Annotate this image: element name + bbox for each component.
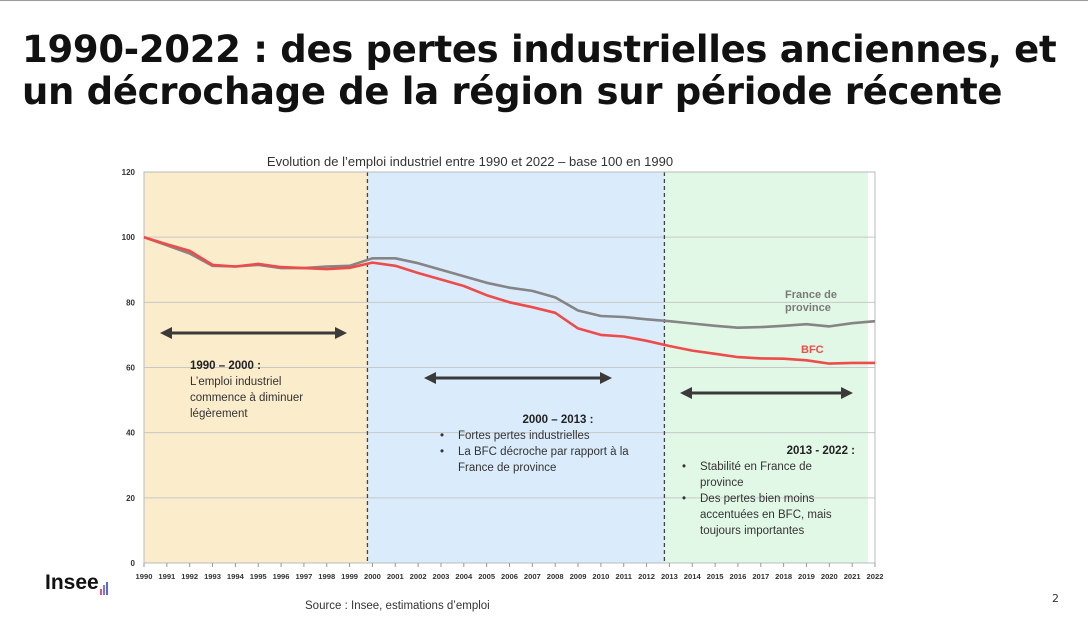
page-number: 2 xyxy=(1052,592,1059,605)
x-tick-label: 2010 xyxy=(592,572,609,581)
x-tick-label: 2001 xyxy=(387,572,405,581)
x-tick-label: 2013 xyxy=(661,572,678,581)
y-tick-label: 0 xyxy=(131,559,136,568)
annotation-1990-2000: 1990 – 2000 : L’emploi industriel commen… xyxy=(190,358,303,422)
annotation-line: L’emploi industriel xyxy=(190,376,282,388)
source-note: Source : Insee, estimations d’emploi xyxy=(305,600,490,612)
series-line-bfc xyxy=(143,235,875,365)
x-tick-label: 1992 xyxy=(181,572,198,581)
x-tick-label: 2005 xyxy=(478,572,496,581)
x-tick-label: 2011 xyxy=(615,572,632,581)
x-tick-label: 1999 xyxy=(341,572,358,581)
x-tick-label: 2002 xyxy=(410,572,427,581)
arrow-head-right xyxy=(841,387,853,399)
annotation-line: commence à diminuer xyxy=(190,392,304,404)
y-tick-label: 20 xyxy=(126,494,135,503)
annotation-heading: 2000 – 2013 : xyxy=(522,414,594,426)
y-tick-label: 40 xyxy=(126,429,135,438)
arrow-head-right xyxy=(335,327,347,339)
x-tick-label: 2014 xyxy=(684,572,702,581)
x-tick-label: 1995 xyxy=(250,572,268,581)
annotation-heading: 1990 – 2000 : xyxy=(190,360,261,372)
x-tick-label: 2019 xyxy=(798,572,815,581)
x-tick-label: 2021 xyxy=(844,572,862,581)
arrow-head-left xyxy=(680,387,692,399)
x-tick-label: 2017 xyxy=(752,572,769,581)
arrow-head-left xyxy=(424,372,436,384)
annotation-line: légèrement xyxy=(190,408,248,420)
slide-title: 1990-2022 : des pertes industrielles anc… xyxy=(22,28,1057,113)
y-tick-label: 60 xyxy=(126,364,135,373)
annotation-2000-2013: 2000 – 2013 : Fortes pertes industrielle… xyxy=(438,412,638,476)
x-tick-label: 2015 xyxy=(707,572,725,581)
x-tick-label: 2003 xyxy=(433,572,450,581)
x-tick-label: 1991 xyxy=(158,572,176,581)
legend-france-province-line1: France de xyxy=(785,289,837,301)
x-tick-label: 2008 xyxy=(547,572,564,581)
title-line-1: 1990-2022 : des pertes industrielles anc… xyxy=(22,28,1057,71)
arrow-head-left xyxy=(160,327,172,339)
annotation-bullet: La BFC décroche par rapport à la France … xyxy=(440,444,638,476)
x-tick-label: 2007 xyxy=(524,572,541,581)
x-tick-label: 2009 xyxy=(570,572,587,581)
title-line-2: un décrochage de la région sur période r… xyxy=(22,70,1003,113)
chart-title: Evolution de l’emploi industriel entre 1… xyxy=(267,154,673,169)
x-tick-label: 1990 xyxy=(136,572,153,581)
x-tick-label: 2020 xyxy=(821,572,838,581)
x-tick-label: 1993 xyxy=(204,572,221,581)
arrow-head-right xyxy=(600,372,612,384)
annotation-bullet: Des pertes bien moins accentuées en BFC,… xyxy=(682,491,855,539)
annotation-2013-2022: 2013 - 2022 : Stabilité en France de pro… xyxy=(680,443,855,539)
annotation-bullet: Fortes pertes industrielles xyxy=(440,428,638,444)
x-tick-label: 2012 xyxy=(638,572,655,581)
legend-france-province-line2: province xyxy=(785,302,831,314)
annotation-bullet: Stabilité en France de province xyxy=(682,459,855,491)
x-tick-label: 1994 xyxy=(227,572,245,581)
x-tick-label: 2022 xyxy=(867,572,884,581)
y-tick-label: 120 xyxy=(122,168,136,177)
annotation-heading: 2013 - 2022 : xyxy=(786,445,855,457)
x-tick-label: 2000 xyxy=(364,572,381,581)
x-tick-label: 2006 xyxy=(501,572,518,581)
logo-text: Insee xyxy=(45,571,99,594)
insee-logo: Insee xyxy=(45,571,109,595)
y-tick-label: 80 xyxy=(126,298,135,307)
x-tick-label: 1997 xyxy=(295,572,312,581)
x-tick-label: 1998 xyxy=(318,572,335,581)
y-tick-label: 100 xyxy=(122,233,136,242)
x-tick-label: 2004 xyxy=(455,572,473,581)
x-tick-label: 1996 xyxy=(273,572,290,581)
x-tick-label: 2016 xyxy=(729,572,746,581)
logo-bars-icon xyxy=(99,571,109,595)
x-tick-label: 2018 xyxy=(775,572,792,581)
legend-bfc: BFC xyxy=(801,344,824,356)
